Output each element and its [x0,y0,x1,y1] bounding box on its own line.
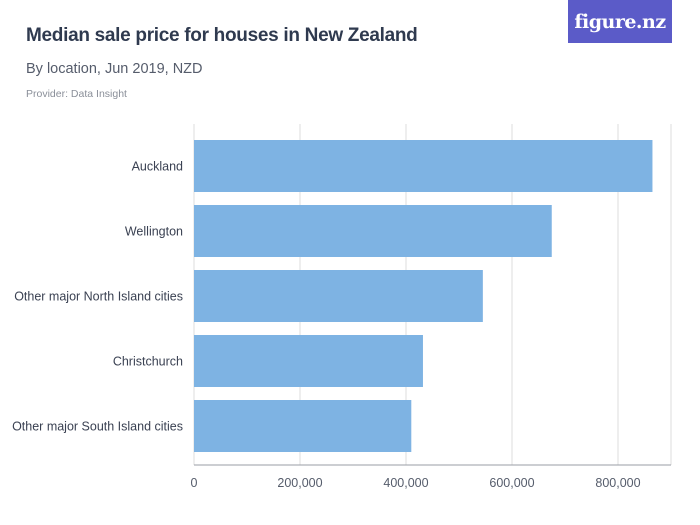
figure-nz-logo[interactable]: figure.nz [568,0,672,43]
category-label: Wellington [125,225,183,239]
category-label: Other major North Island cities [14,290,183,304]
bar[interactable] [194,205,552,257]
bar[interactable] [194,400,412,452]
bar[interactable] [194,335,423,387]
bar[interactable] [194,140,653,192]
logo-text: figure.nz [574,10,666,33]
chart-title: Median sale price for houses in New Zeal… [26,25,418,46]
x-tick-label: 200,000 [277,476,322,490]
x-tick-label: 400,000 [383,476,428,490]
x-tick-label: 800,000 [595,476,640,490]
category-label: Auckland [132,160,183,174]
category-label: Other major South Island cities [12,420,183,434]
x-tick-label: 0 [191,476,198,490]
x-tick-label: 600,000 [489,476,534,490]
category-label: Christchurch [113,355,183,369]
chart-subtitle: By location, Jun 2019, NZD [26,61,203,77]
bar[interactable] [194,270,483,322]
provider-note: Provider: Data Insight [26,88,127,100]
